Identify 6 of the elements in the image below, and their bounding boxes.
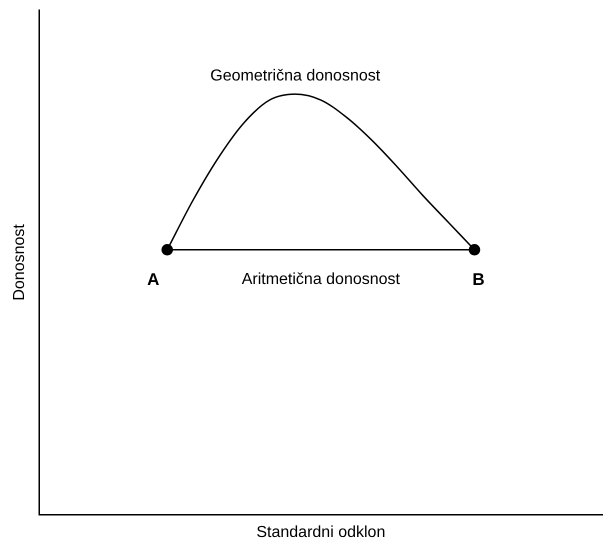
- y-axis-title: Donosnost: [11, 224, 28, 301]
- series-label: Geometrična donosnost: [210, 68, 381, 85]
- x-axis-title: Standardni odklon: [256, 524, 386, 541]
- annotation: A: [147, 270, 160, 289]
- annotation: B: [472, 270, 485, 289]
- series-label: Aritmetična donosnost: [242, 271, 401, 288]
